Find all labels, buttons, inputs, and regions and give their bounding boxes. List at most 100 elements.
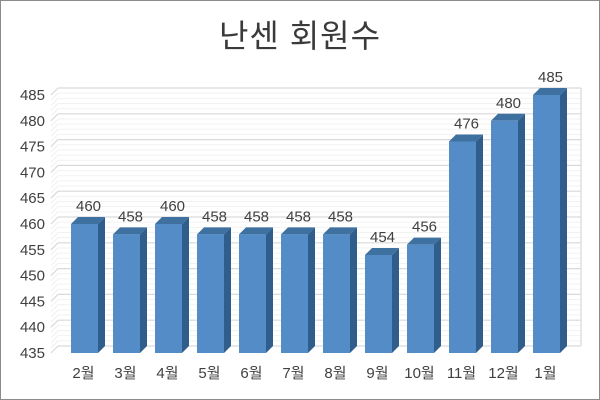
y-axis-label: 440 [20,319,45,336]
gridline-major-depth [50,164,59,173]
bar-top [113,227,147,235]
y-axis-label: 455 [20,242,45,259]
bar-top [491,113,525,121]
gridline-minor-depth [50,185,59,194]
gridline-minor-depth [50,211,59,220]
bar-front [197,234,224,353]
gridline-minor-depth [50,149,59,158]
y-axis-label: 485 [20,87,45,104]
gridline-minor-depth [50,170,59,178]
gridline-minor-depth [50,175,59,184]
gridline-minor-depth [50,278,59,287]
bar-front [365,254,392,353]
y-axis-label: 480 [20,113,45,130]
gridline-minor-depth [50,304,59,313]
bar-top [365,247,399,255]
gridline-minor-depth [50,196,59,204]
bar-side [434,237,441,353]
gridline-major-depth [50,87,59,96]
bar-top [533,88,567,95]
x-axis-label: 2월 [72,365,94,382]
x-axis-label: 10월 [404,365,435,382]
y-axis-label: 445 [20,293,45,310]
bar-front [491,120,518,353]
gridline-minor-depth [50,226,59,235]
bar-value-label: 458 [202,208,227,225]
bar-value-label: 454 [370,229,395,246]
gridline-major-depth [50,113,59,122]
bar-front [281,234,308,353]
bar-top [197,227,231,235]
bar-value-label: 458 [244,208,269,225]
bar-top [281,227,315,235]
x-axis-label: 12월 [488,365,519,382]
y-axis-label: 435 [20,345,45,362]
gridline-major-depth [50,293,59,302]
x-axis-label: 6월 [240,365,262,382]
y-axis-label: 460 [20,216,45,233]
gridline-minor-depth [50,288,59,297]
bar-side [140,227,147,353]
gridline-minor-depth [50,299,59,307]
x-axis-label: 9월 [366,365,388,382]
bar-front [113,234,140,353]
bar-top [449,134,483,142]
gridline-major-depth [50,319,59,328]
bar-value-label: 456 [412,219,437,236]
bar-value-label: 476 [454,115,479,132]
x-axis-label: 11월 [447,365,476,382]
gridline-minor-depth [50,123,59,132]
gridline-minor-depth [50,128,59,137]
gridline-minor-depth [50,201,59,209]
bar-front [323,234,350,353]
gridline-minor-depth [50,330,59,338]
gridline-minor-depth [50,97,59,106]
bar-value-label: 460 [160,198,185,215]
gridline-minor-depth [50,309,59,318]
bar-value-label: 460 [76,198,101,215]
bar-value-label: 480 [496,95,521,112]
bar-side [560,88,567,353]
gridline-minor-depth [50,232,59,240]
bar-value-label: 458 [118,208,143,225]
y-axis-label: 475 [20,139,45,156]
gridline-major-depth [50,242,59,251]
gridline-minor-depth [50,180,59,189]
bar-value-label: 458 [286,208,311,225]
y-axis-label: 465 [20,190,45,207]
bar-front [533,95,560,353]
bar-side [182,217,189,353]
bar-value-label: 458 [328,208,353,225]
x-axis-label: 5월 [198,365,220,382]
gridline-minor-depth [50,283,59,292]
y-axis-label: 450 [20,268,45,285]
gridline-minor-depth [50,206,59,215]
bar-top [155,217,189,224]
gridline-major-depth [50,268,59,277]
x-axis-label: 7월 [282,365,304,382]
bar-side [476,134,483,353]
gridline-minor-depth [50,252,59,261]
gridline-major-depth [50,139,59,148]
gridline-minor-depth [50,118,59,127]
gridline-minor-depth [50,154,59,163]
bar-side [518,113,525,353]
bar-side [350,227,357,353]
x-axis-label: 3월 [114,365,136,382]
gridline-minor-depth [50,273,59,282]
gridline-major-depth [50,190,59,199]
bar-front [71,224,98,353]
gridline-minor-depth [50,257,59,266]
gridline-minor-depth [50,325,59,333]
bar-top [323,227,357,235]
gridline-minor-depth [50,221,59,230]
bar-front [449,141,476,353]
gridline-minor-depth [50,159,59,168]
bar-side [392,247,399,353]
bar-top [239,227,273,235]
gridline-minor-depth [50,263,59,271]
gridline-minor-depth [50,103,59,111]
bar-side [266,227,273,353]
